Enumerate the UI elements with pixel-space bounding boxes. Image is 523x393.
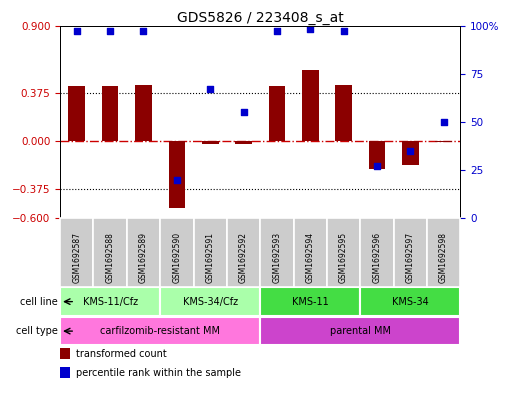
Text: GSM1692587: GSM1692587 (72, 232, 81, 283)
Text: KMS-11/Cfz: KMS-11/Cfz (83, 297, 138, 307)
Bar (160, 218, 194, 287)
Bar (60, 287, 160, 316)
Bar (360, 218, 393, 287)
Bar (435, 141, 452, 142)
Point (139, 28, 147, 35)
Bar (69, 86, 85, 141)
Bar (402, 141, 418, 165)
Bar (360, 287, 460, 316)
Title: GDS5826 / 223408_s_at: GDS5826 / 223408_s_at (177, 11, 344, 24)
Point (439, 119, 448, 125)
Text: GSM1692596: GSM1692596 (372, 232, 381, 283)
Text: GSM1692593: GSM1692593 (272, 232, 281, 283)
Text: GSM1692591: GSM1692591 (206, 232, 214, 283)
Point (106, 28, 115, 35)
Bar (202, 141, 219, 144)
Text: GSM1692592: GSM1692592 (239, 232, 248, 283)
Point (306, 26, 314, 33)
Point (206, 86, 214, 92)
Text: GSM1692598: GSM1692598 (439, 232, 448, 283)
Text: GSM1692588: GSM1692588 (106, 233, 115, 283)
Text: GSM1692589: GSM1692589 (139, 232, 148, 283)
Point (339, 28, 348, 35)
Text: KMS-11: KMS-11 (292, 297, 328, 307)
Bar (235, 141, 252, 144)
Bar (102, 86, 119, 141)
Text: GSM1692595: GSM1692595 (339, 232, 348, 283)
Point (373, 163, 381, 169)
Bar (94, 218, 127, 287)
Bar (60, 367, 70, 378)
Bar (135, 84, 152, 141)
Bar (168, 141, 185, 208)
Bar (260, 317, 460, 345)
Bar (60, 317, 260, 345)
Text: cell type: cell type (16, 326, 58, 336)
Bar (227, 218, 260, 287)
Text: GSM1692590: GSM1692590 (173, 232, 181, 283)
Text: carfilzomib-resistant MM: carfilzomib-resistant MM (100, 326, 220, 336)
Text: parental MM: parental MM (329, 326, 391, 336)
Text: GSM1692597: GSM1692597 (406, 232, 415, 283)
Bar (160, 287, 260, 316)
Point (406, 147, 414, 154)
Bar (369, 141, 385, 169)
Bar (127, 218, 160, 287)
Point (173, 176, 181, 183)
Bar (302, 70, 319, 141)
Bar (335, 84, 352, 141)
Point (73, 28, 81, 35)
Bar (327, 218, 360, 287)
Bar (268, 86, 285, 141)
Text: transformed count: transformed count (76, 349, 167, 359)
Bar (293, 218, 327, 287)
Bar (194, 218, 227, 287)
Text: KMS-34: KMS-34 (392, 297, 429, 307)
Point (240, 109, 248, 115)
Bar (60, 218, 94, 287)
Bar (260, 287, 360, 316)
Point (272, 28, 281, 35)
Text: cell line: cell line (20, 297, 58, 307)
Bar (394, 218, 427, 287)
Bar (260, 218, 293, 287)
Text: GSM1692594: GSM1692594 (306, 232, 315, 283)
Bar (427, 218, 460, 287)
Bar (60, 348, 70, 359)
Text: percentile rank within the sample: percentile rank within the sample (76, 368, 241, 378)
Text: KMS-34/Cfz: KMS-34/Cfz (183, 297, 238, 307)
